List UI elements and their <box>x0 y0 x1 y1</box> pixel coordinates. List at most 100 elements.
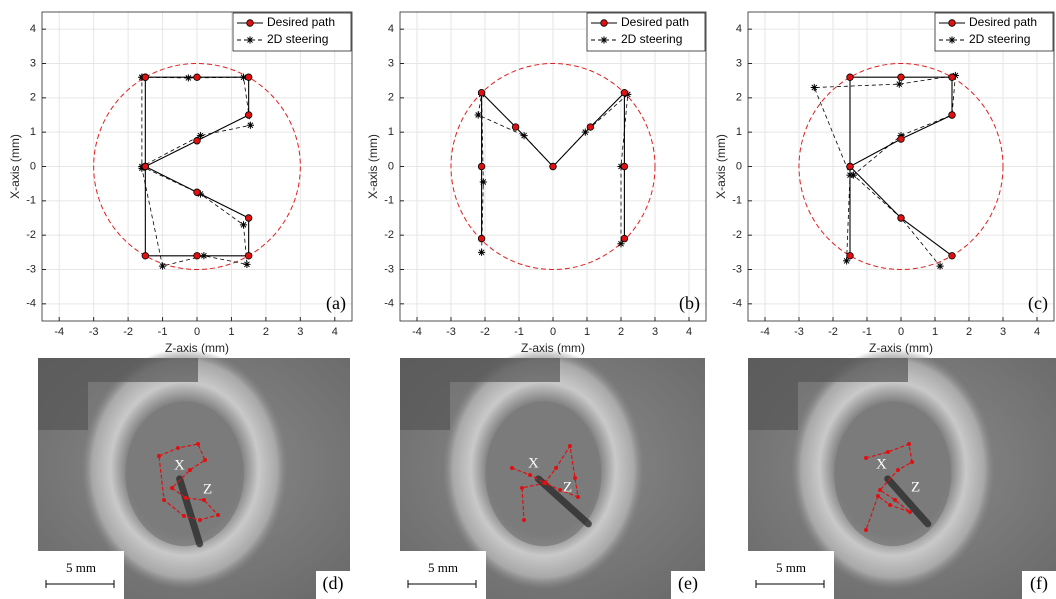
z-label: Z <box>911 479 920 495</box>
steering-path <box>865 443 913 531</box>
y-tick-label: -3 <box>26 263 36 275</box>
legend-label: Desired path <box>621 15 689 29</box>
marker <box>243 260 251 268</box>
marker <box>624 90 632 98</box>
path-point <box>908 510 912 514</box>
marker <box>897 73 905 81</box>
legend-label: Desired path <box>969 15 1037 29</box>
y-tick-label: -4 <box>732 298 742 310</box>
scale-bar <box>755 580 825 588</box>
scale-box <box>38 551 124 599</box>
marker <box>479 178 487 186</box>
path-point <box>864 456 868 460</box>
marker <box>193 252 201 260</box>
path-point <box>157 454 161 458</box>
legend-box <box>586 12 706 52</box>
legend-marker <box>600 19 608 27</box>
path-point <box>188 468 192 472</box>
path-point <box>558 488 562 492</box>
z-label: Z <box>563 479 572 495</box>
marker <box>549 162 557 171</box>
y-tick-label: 3 <box>30 57 36 69</box>
y-tick-label: -1 <box>732 195 742 207</box>
marker <box>244 111 253 119</box>
legend-marker <box>246 19 254 27</box>
legend-box <box>232 12 352 52</box>
scale-box <box>400 551 486 599</box>
y-tick-label: 1 <box>30 126 36 138</box>
path-point <box>162 498 166 502</box>
path-point <box>170 486 174 490</box>
plot-frame <box>747 11 1055 322</box>
marker <box>846 252 854 260</box>
needle <box>884 475 932 528</box>
x-tick-label: -2 <box>480 326 490 338</box>
marker <box>849 171 857 179</box>
path-point <box>910 460 914 464</box>
x-tick-label: 2 <box>966 326 972 338</box>
x-tick-label: -4 <box>54 326 64 338</box>
y-tick-label: -1 <box>26 195 36 207</box>
scale-label: 5 mm <box>66 560 96 575</box>
path-point <box>576 495 580 499</box>
legend-marker <box>948 36 956 44</box>
panel-label-box <box>1022 571 1056 599</box>
marker <box>477 234 486 243</box>
x-tick-label: -3 <box>794 326 804 338</box>
y-tick-label: -2 <box>384 229 394 241</box>
y-tick-label: -3 <box>732 263 742 275</box>
path-point <box>886 450 890 454</box>
legend-box <box>934 12 1054 52</box>
path-point <box>878 488 882 492</box>
x-tick-label: 0 <box>550 326 556 338</box>
panel-label: (c) <box>1028 293 1048 314</box>
boundary-circle <box>93 63 301 270</box>
image-panel: X Z 5 mm (e) <box>400 348 705 599</box>
x-tick-label: -4 <box>760 326 770 338</box>
x-tick-label: -3 <box>89 326 99 338</box>
image-panel: X Z 5 mm (d) <box>38 348 350 599</box>
path-point <box>528 473 532 477</box>
overlay-panel <box>38 358 88 430</box>
x-tick-label: -3 <box>446 326 456 338</box>
marker <box>951 71 959 80</box>
x-tick-label: -2 <box>828 326 838 338</box>
y-tick-label: 3 <box>388 57 394 69</box>
path-point <box>176 446 180 450</box>
path-point <box>202 498 206 502</box>
y-tick-label: 1 <box>736 126 742 138</box>
x-tick-label: 4 <box>1034 326 1040 338</box>
y-tick-label: 4 <box>736 23 742 35</box>
marker <box>478 248 486 256</box>
marker <box>620 162 629 171</box>
marker <box>477 162 486 171</box>
boundary-circle <box>450 63 656 270</box>
path-point <box>896 468 900 472</box>
scale-label: 5 mm <box>776 560 806 575</box>
x-tick-label: 3 <box>297 326 303 338</box>
path-point <box>184 496 188 500</box>
x-label: X <box>876 456 887 472</box>
scale-box <box>748 551 834 599</box>
marker <box>239 221 248 229</box>
path-point <box>573 476 577 480</box>
panel-label: (e) <box>678 573 698 594</box>
legend-label: Desired path <box>267 15 335 29</box>
y-tick-label: -4 <box>384 298 394 310</box>
path-point <box>510 466 514 470</box>
marker <box>184 74 192 82</box>
series-line <box>477 93 629 253</box>
series-line <box>813 75 956 267</box>
image-panel: X Z 5 mm (f) <box>748 348 1056 599</box>
y-tick-label: 0 <box>736 160 742 172</box>
y-tick-label: -2 <box>26 229 36 241</box>
panel-label: (a) <box>326 293 346 314</box>
needle <box>534 475 592 528</box>
marker <box>948 111 956 119</box>
y-tick-label: 0 <box>388 160 394 172</box>
x-axis-label: Z-axis (mm) <box>869 341 933 355</box>
panel-label: (d) <box>323 573 344 594</box>
marker <box>948 73 956 81</box>
marker <box>897 214 905 222</box>
boundary-circle <box>798 63 1004 270</box>
